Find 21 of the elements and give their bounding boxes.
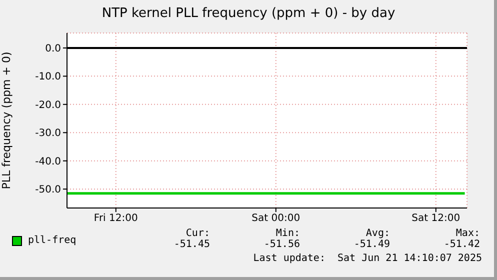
text: Cur: xyxy=(184,228,210,239)
y-tick-label: -40.0 xyxy=(35,156,61,168)
text: -51.45 xyxy=(172,239,210,250)
legend-label: pll-freq xyxy=(28,235,76,246)
x-tick-label: Fri 12:00 xyxy=(94,213,138,224)
text: Min: xyxy=(274,228,300,239)
text: -51.56 xyxy=(262,239,300,250)
y-tick-label: 0.0 xyxy=(45,44,61,55)
y-tick-label: -30.0 xyxy=(35,128,61,140)
chart-title: NTP kernel PLL frequency (ppm + 0) - by day xyxy=(100,6,396,21)
text: -51.42 xyxy=(442,239,480,250)
y-axis-title: PLL frequency (ppm + 0) xyxy=(0,52,13,190)
y-tick-label: -20.0 xyxy=(35,100,61,111)
text: Max: xyxy=(454,228,480,239)
x-tick-label: Sat 00:00 xyxy=(252,213,300,224)
text: Avg: xyxy=(364,228,390,239)
x-tick-label: Sat 12:00 xyxy=(412,213,460,224)
y-tick-label: -50.0 xyxy=(35,184,61,196)
text: -51.49 xyxy=(352,239,390,250)
y-tick-label: -10.0 xyxy=(35,72,61,83)
text: Last update: Sat Jun 21 14:10:07 2025 xyxy=(253,253,482,264)
